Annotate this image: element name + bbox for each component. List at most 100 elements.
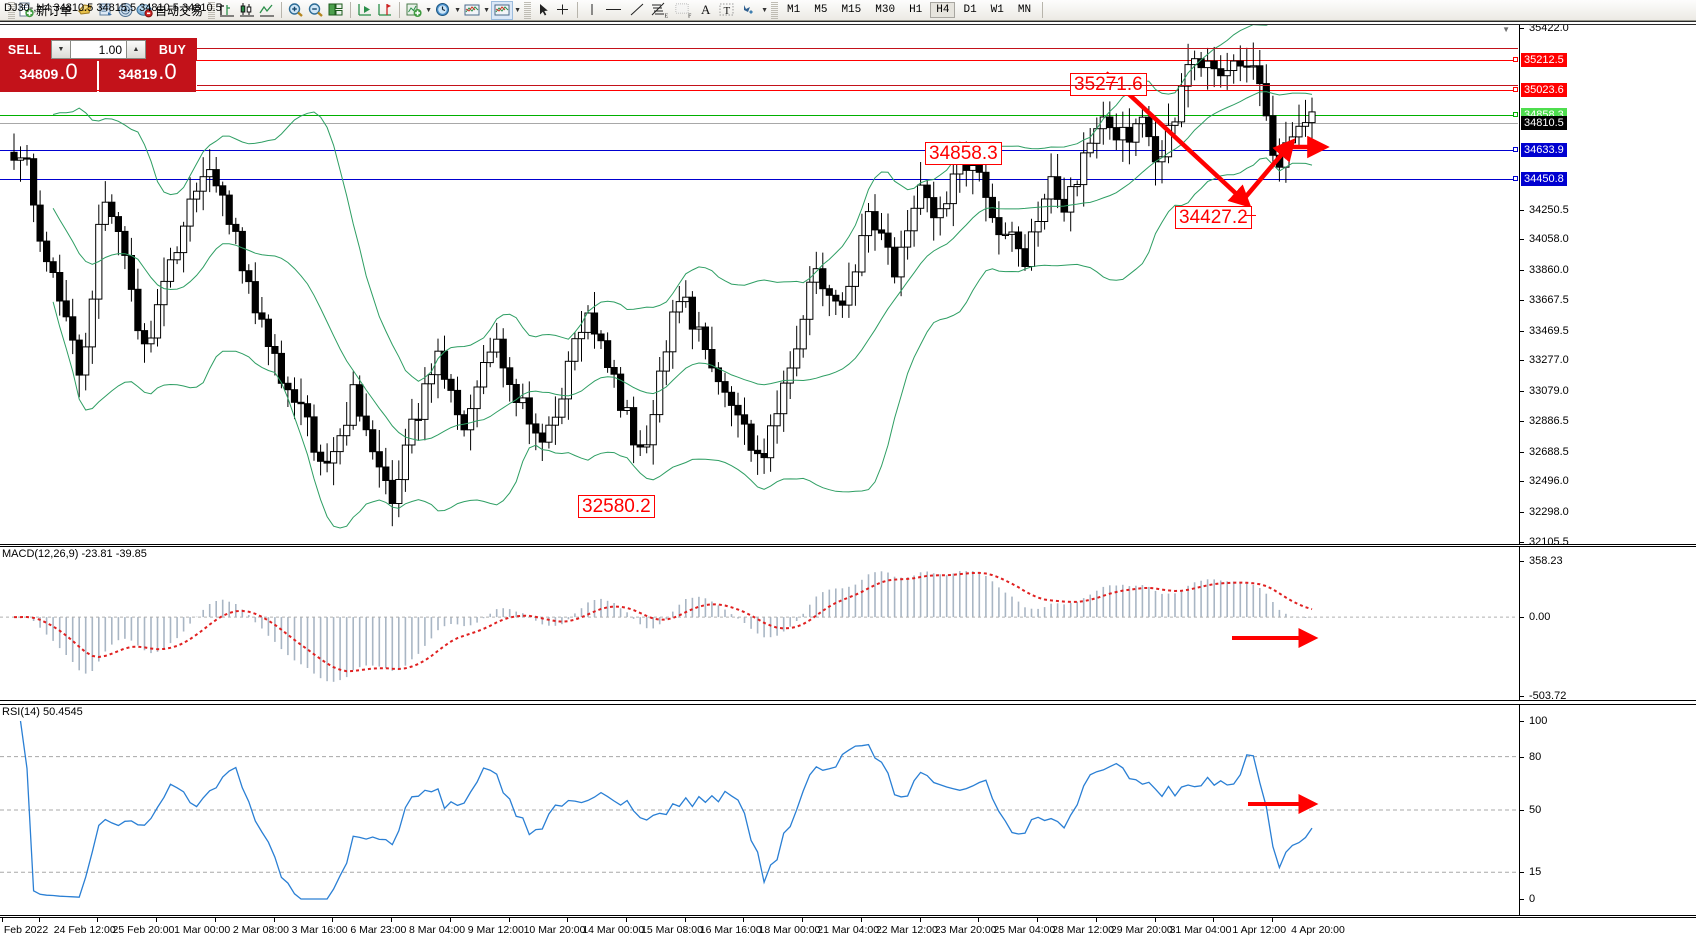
volume-input[interactable]: 1.00 [71, 40, 126, 59]
bar-chart-icon[interactable] [217, 1, 237, 20]
period-dropdown-arrow[interactable]: ▼ [454, 6, 461, 14]
price-level-handle[interactable] [1513, 57, 1518, 63]
navigator-icon[interactable] [95, 1, 115, 20]
templates-icon-2[interactable] [491, 0, 514, 20]
price-level-handle[interactable] [1513, 147, 1518, 153]
price-axis-tick: 33079.0 [1520, 385, 1569, 397]
new-order-button[interactable]: 新订单 [17, 1, 75, 20]
timeframe-h1[interactable]: H1 [909, 4, 923, 16]
timeframe-m30[interactable]: M30 [875, 4, 896, 16]
line-chart-icon[interactable] [257, 1, 277, 20]
timeframe-m5[interactable]: M5 [814, 4, 828, 16]
zoom-out-icon[interactable] [306, 1, 326, 20]
price-level-handle[interactable] [1513, 112, 1518, 118]
period-clock-icon[interactable] [433, 1, 453, 20]
time-axis-label: 9 Mar 12:00 [467, 924, 524, 936]
crosshair-icon[interactable] [553, 1, 573, 20]
price-annotation-label[interactable]: 34427.2 [1175, 206, 1252, 229]
cursor-icon[interactable] [533, 1, 553, 20]
rsi-axis-tick: 50 [1520, 804, 1541, 816]
price-level-line[interactable] [0, 115, 1518, 117]
templates-2-dropdown-arrow[interactable]: ▼ [514, 6, 521, 14]
templates-dropdown-arrow[interactable]: ▼ [483, 6, 490, 14]
templates-icon[interactable] [462, 1, 482, 20]
text-icon[interactable]: A [696, 1, 716, 20]
price-level-badge[interactable]: 34810.5 [1521, 115, 1567, 130]
time-axis-label: 24 Feb 12:00 [53, 924, 116, 936]
time-axis-tick [332, 918, 334, 922]
channel-icon[interactable]: F [672, 1, 696, 20]
time-axis-tick [802, 918, 804, 922]
auto-scroll-icon[interactable] [355, 1, 375, 20]
price-level-badge[interactable]: 34450.8 [1521, 171, 1567, 186]
fibonacci-icon[interactable]: E [648, 1, 672, 20]
price-annotation-label[interactable]: 34858.3 [925, 142, 1002, 165]
toolbar-divider-5 [1042, 2, 1044, 18]
timeframe-w1[interactable]: W1 [990, 4, 1004, 16]
time-axis-label: 15 Mar 08:00 [641, 924, 703, 936]
volume-field-wrap[interactable]: ▼ 1.00 ▲ [49, 38, 148, 61]
price-level-line[interactable] [0, 178, 1518, 180]
candlestick-series [10, 25, 1316, 529]
trendline-icon[interactable] [626, 1, 648, 20]
autotrading-button[interactable]: 自动交易 [135, 1, 206, 20]
toolbar-grip[interactable] [8, 1, 15, 19]
time-axis-tick [743, 918, 745, 922]
sell-price[interactable]: 34809 .0 [0, 61, 97, 92]
data-window-icon[interactable] [75, 1, 95, 20]
price-level-badge[interactable]: 35212.5 [1521, 53, 1567, 68]
shapes-icon[interactable] [738, 1, 760, 20]
sell-button[interactable]: SELL [0, 38, 49, 61]
timeframe-mn[interactable]: MN [1017, 4, 1032, 16]
volume-decrement-button[interactable]: ▼ [51, 40, 71, 59]
rsi-pane[interactable]: RSI(14) 50.4545 100 80 50 15 0 [0, 704, 1696, 916]
toolbar-divider-2 [350, 2, 352, 18]
toolbar-grip-4[interactable] [771, 1, 779, 19]
buy-price[interactable]: 34819 .0 [99, 61, 196, 92]
add-indicator-dropdown-arrow[interactable]: ▼ [425, 6, 432, 14]
shapes-dropdown-arrow[interactable]: ▼ [761, 6, 768, 14]
signals-icon[interactable] [115, 1, 135, 20]
macd-pane[interactable]: MACD(12,26,9) -23.81 -39.85 358.23 0.00 -5… [0, 546, 1696, 701]
price-level-line[interactable] [0, 60, 1518, 62]
time-axis-label: 25 Feb 20:00 [112, 924, 175, 936]
text-label-icon[interactable]: T [716, 1, 738, 20]
time-axis-tick [567, 918, 569, 922]
timeframe-h4[interactable]: H4 [930, 2, 956, 18]
tile-windows-icon[interactable] [326, 1, 346, 20]
price-level-line[interactable] [0, 150, 1518, 152]
svg-text:T: T [724, 5, 731, 17]
candlestick-chart-icon[interactable] [237, 1, 257, 20]
toolbar-grip-2[interactable] [208, 1, 216, 19]
one-click-trading-panel[interactable]: SELL ▼ 1.00 ▲ BUY 34809 .0 34819 .0 [0, 38, 197, 92]
price-pane[interactable]: 35271.6 34858.3 34427.2 32580.2 35422.0 3521… [0, 25, 1696, 545]
svg-text:E: E [665, 13, 669, 19]
vertical-line-icon[interactable] [582, 1, 602, 20]
time-axis-label: 29 Mar 20:00 [1110, 924, 1173, 936]
timeframe-m15[interactable]: M15 [841, 4, 862, 16]
price-level-badge[interactable]: 34633.9 [1521, 143, 1567, 158]
buy-button[interactable]: BUY [148, 38, 197, 61]
price-level-handle[interactable] [1513, 175, 1518, 181]
zoom-in-icon[interactable] [286, 1, 306, 20]
price-level-line[interactable] [0, 89, 1518, 91]
price-level-handle[interactable] [1513, 86, 1518, 92]
price-annotation-label[interactable]: 32580.2 [578, 495, 655, 518]
price-level-line[interactable] [0, 122, 1518, 124]
price-axis[interactable]: 35422.035212.535023.634858.334810.534633… [1519, 25, 1696, 544]
timeframe-d1[interactable]: D1 [963, 4, 977, 16]
macd-legend: MACD(12,26,9) -23.81 -39.85 [2, 548, 147, 560]
time-axis-tick [1037, 918, 1039, 922]
volume-increment-button[interactable]: ▲ [126, 40, 146, 59]
toolbar-grip-3[interactable] [524, 1, 532, 19]
price-pane-drawn-arrows[interactable] [0, 25, 1518, 544]
add-indicator-icon[interactable] [404, 1, 424, 20]
chart-area[interactable]: 35271.6 34858.3 34427.2 32580.2 35422.0 3521… [0, 25, 1696, 942]
horizontal-line-icon[interactable] [602, 1, 626, 20]
time-axis[interactable]: Feb 2022 24 Feb 12:00 25 Feb 20:00 1 Mar 00… [0, 917, 1696, 942]
chart-shift-icon[interactable] [375, 1, 395, 20]
price-annotation-label[interactable]: 35271.6 [1070, 73, 1147, 96]
price-level-badge[interactable]: 35023.6 [1521, 82, 1567, 97]
timeframe-m1[interactable]: M1 [787, 4, 801, 16]
